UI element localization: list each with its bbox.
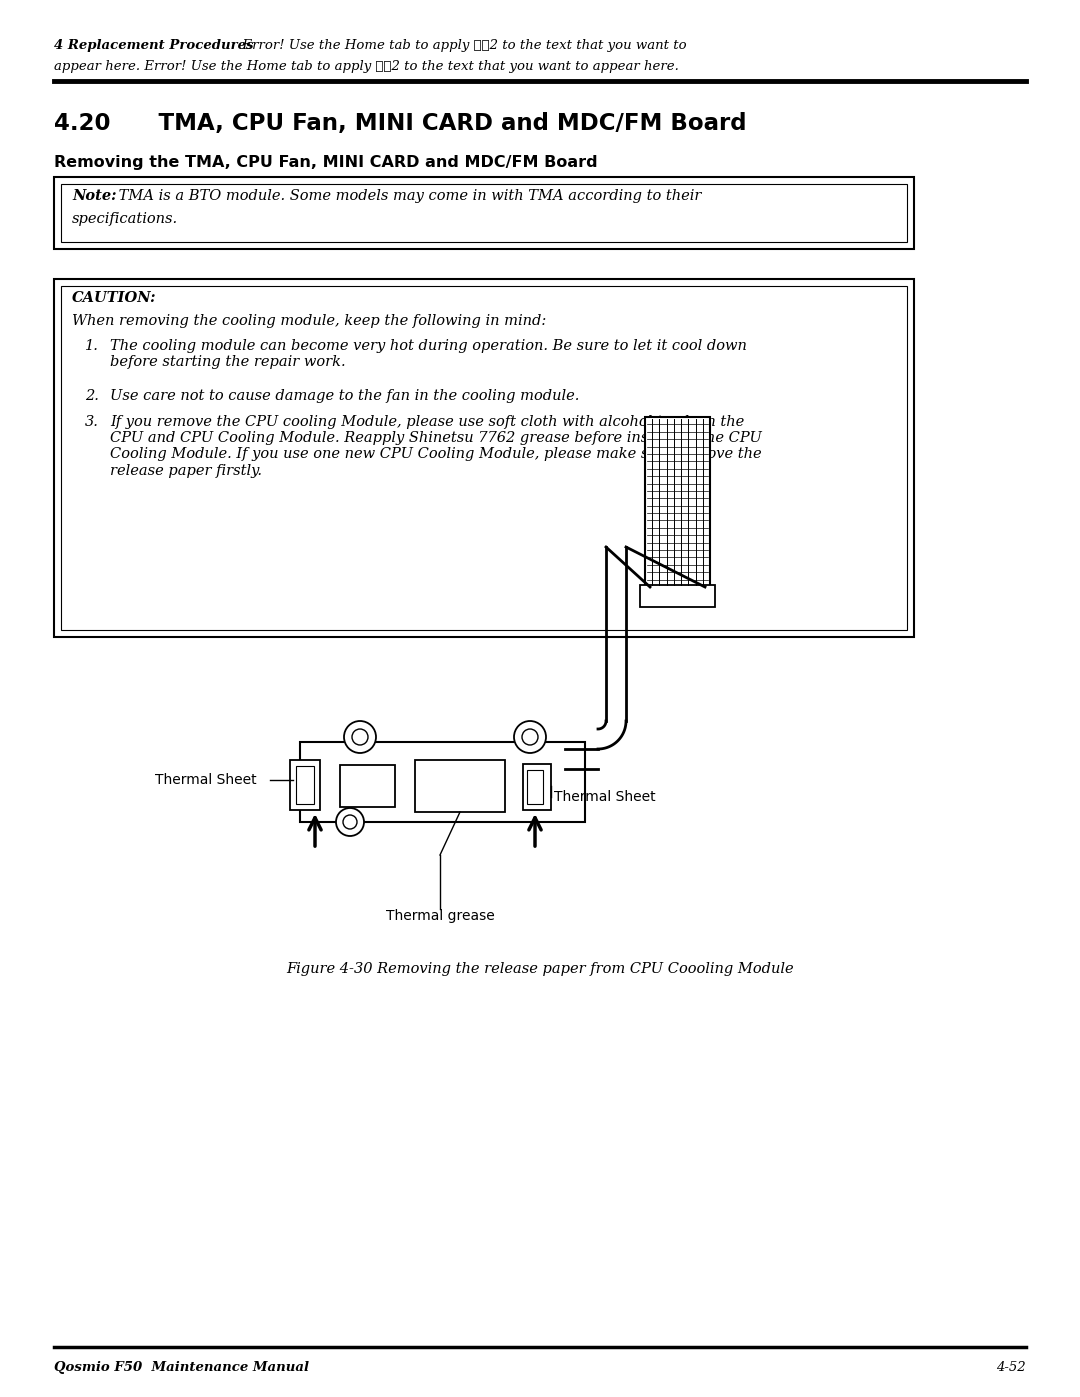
Text: Thermal Sheet: Thermal Sheet — [554, 789, 656, 805]
Text: Figure 4-30 Removing the release paper from CPU Coooling Module: Figure 4-30 Removing the release paper f… — [286, 963, 794, 977]
Bar — [640, 585, 715, 608]
Circle shape — [514, 721, 546, 753]
Bar — [60, 286, 907, 630]
Circle shape — [343, 814, 357, 828]
Text: Qosmio F50  Maintenance Manual: Qosmio F50 Maintenance Manual — [54, 1361, 309, 1375]
Text: Note:: Note: — [72, 189, 117, 203]
Text: appear here. Error! Use the Home tab to apply 標頇2 to the text that you want to a: appear here. Error! Use the Home tab to … — [54, 60, 679, 73]
Text: Use care not to cause damage to the fan in the cooling module.: Use care not to cause damage to the fan … — [110, 388, 579, 402]
Text: TMA is a BTO module. Some models may come in with TMA according to their: TMA is a BTO module. Some models may com… — [114, 189, 701, 203]
Text: CAUTION:: CAUTION: — [72, 291, 157, 305]
Text: 4 Replacement Procedures: 4 Replacement Procedures — [54, 39, 254, 52]
Bar — [527, 770, 543, 805]
Text: Thermal grease: Thermal grease — [386, 909, 495, 923]
Bar — [54, 279, 914, 637]
Circle shape — [336, 807, 364, 835]
Bar — [415, 760, 505, 812]
Text: The cooling module can become very hot during operation. Be sure to let it cool : The cooling module can become very hot d… — [110, 339, 747, 369]
Bar — [291, 760, 320, 810]
Text: 4.20      TMA, CPU Fan, MINI CARD and MDC/FM Board: 4.20 TMA, CPU Fan, MINI CARD and MDC/FM … — [54, 112, 746, 136]
Bar — [523, 764, 551, 810]
Circle shape — [352, 729, 368, 745]
Text: If you remove the CPU cooling Module, please use soft cloth with alcohol to clea: If you remove the CPU cooling Module, pl… — [110, 415, 761, 478]
Text: Removing the TMA, CPU Fan, MINI CARD and MDC/FM Board: Removing the TMA, CPU Fan, MINI CARD and… — [54, 155, 597, 170]
Text: Thermal Sheet: Thermal Sheet — [156, 773, 257, 787]
Text: specifications.: specifications. — [72, 212, 178, 226]
Bar — [60, 184, 907, 242]
Bar — [296, 766, 314, 805]
Text: 4-52: 4-52 — [997, 1361, 1026, 1375]
Bar — [300, 742, 585, 821]
Bar — [645, 416, 710, 587]
Text: When removing the cooling module, keep the following in mind:: When removing the cooling module, keep t… — [72, 314, 546, 328]
Text: 1.: 1. — [85, 339, 99, 353]
Circle shape — [522, 729, 538, 745]
Bar — [54, 177, 914, 249]
Text: Error! Use the Home tab to apply 標頇2 to the text that you want to: Error! Use the Home tab to apply 標頇2 to … — [234, 39, 687, 52]
Circle shape — [345, 721, 376, 753]
Text: 2.: 2. — [85, 388, 99, 402]
Bar — [340, 766, 395, 807]
Text: 3.: 3. — [85, 415, 99, 429]
